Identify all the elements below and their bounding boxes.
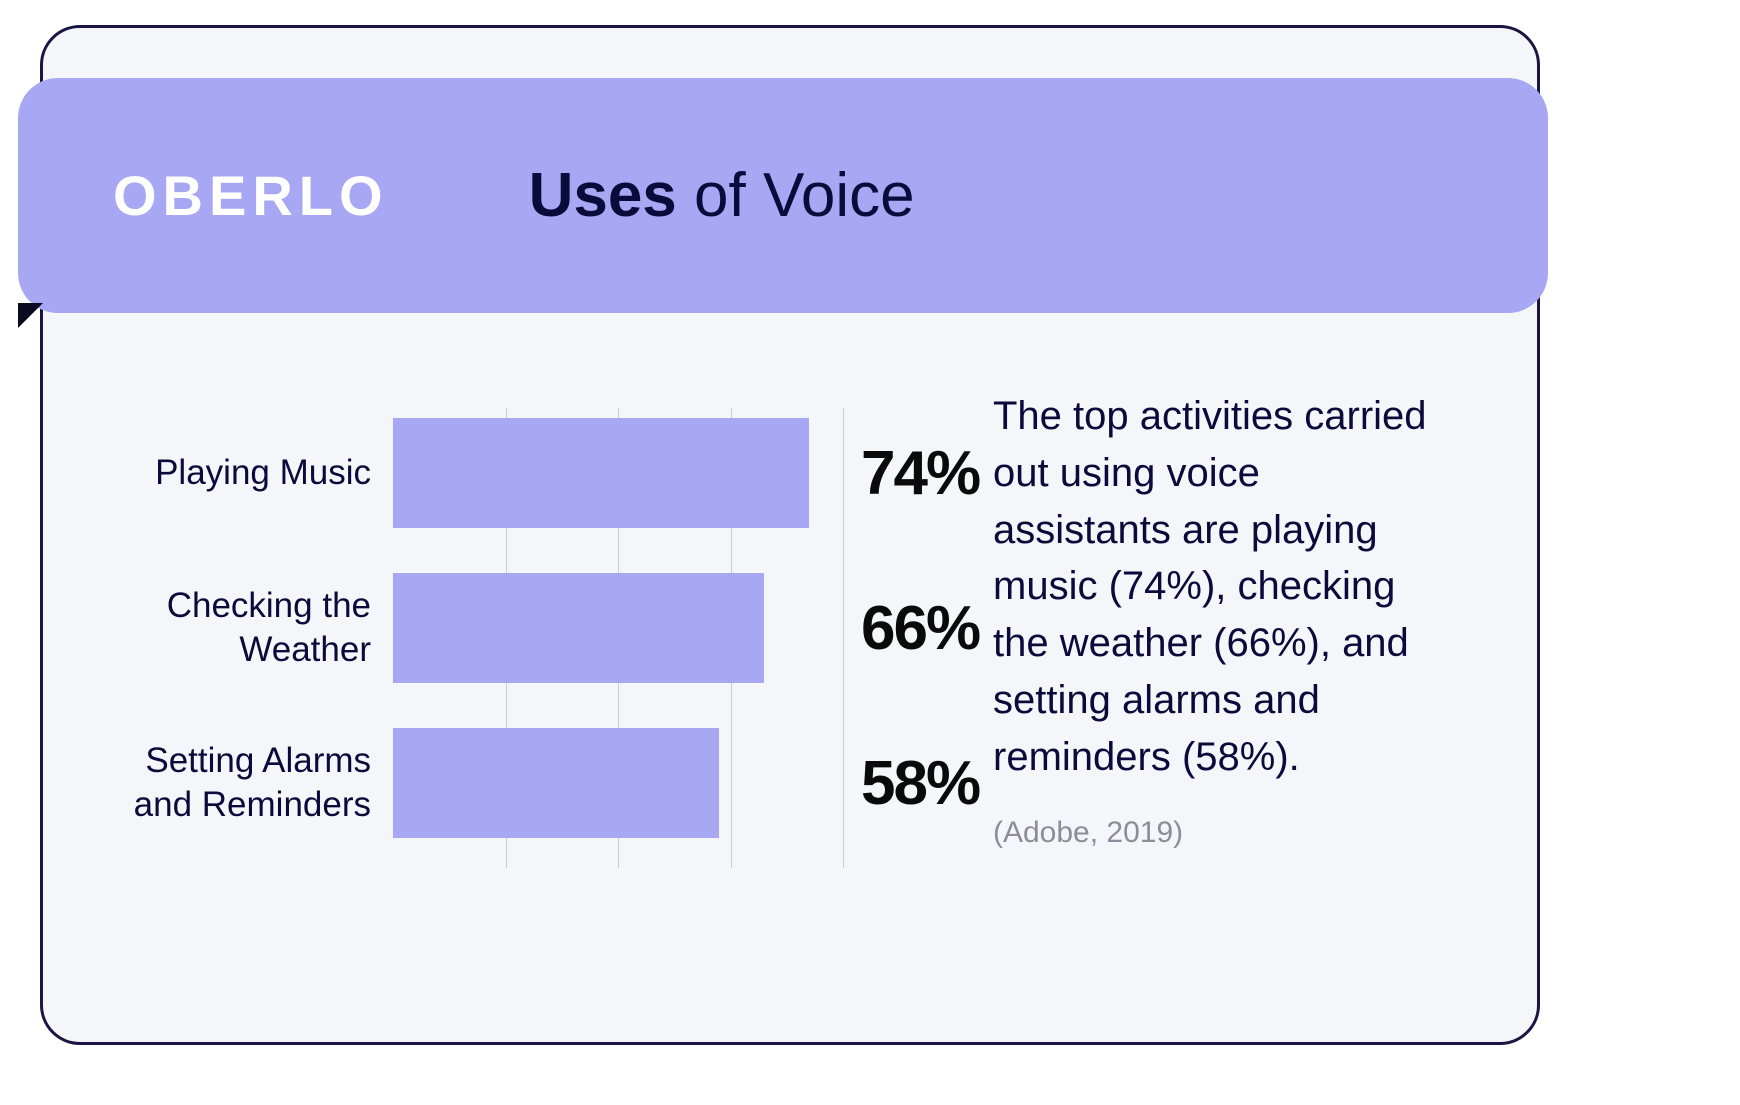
- source-citation: (Adobe, 2019): [993, 816, 1443, 850]
- bar-fill: [393, 728, 719, 838]
- description-text: The top activities carried out using voi…: [993, 388, 1443, 786]
- infographic-card: OBERLO Uses of Voice Playing Music 74% Che…: [40, 25, 1540, 1045]
- bar-fill: [393, 418, 809, 528]
- bar-track: [393, 408, 843, 538]
- description-panel: The top activities carried out using voi…: [983, 348, 1493, 1028]
- header-banner: OBERLO Uses of Voice: [18, 78, 1548, 313]
- infographic-title: Uses of Voice: [529, 160, 915, 231]
- bar-label: Setting Alarms and Reminders: [123, 739, 393, 827]
- bar-row: Checking the Weather 66%: [123, 563, 983, 693]
- bar-value: 66%: [861, 593, 979, 664]
- title-rest: of Voice: [677, 161, 915, 230]
- bar-label: Playing Music: [123, 451, 393, 495]
- bar-label: Checking the Weather: [123, 584, 393, 672]
- bar-fill: [393, 573, 764, 683]
- title-bold: Uses: [529, 161, 677, 230]
- bar-row: Setting Alarms and Reminders 58%: [123, 718, 983, 848]
- brand-logo: OBERLO: [113, 163, 389, 228]
- bar-track: [393, 718, 843, 848]
- bar-value: 74%: [861, 438, 979, 509]
- bar-track: [393, 563, 843, 693]
- bar-row: Playing Music 74%: [123, 408, 983, 538]
- banner-fold-shadow: [18, 303, 43, 328]
- bar-chart: Playing Music 74% Checking the Weather 66% S…: [43, 348, 983, 1028]
- content-area: Playing Music 74% Checking the Weather 66% S…: [43, 348, 1537, 1028]
- bar-value: 58%: [861, 748, 979, 819]
